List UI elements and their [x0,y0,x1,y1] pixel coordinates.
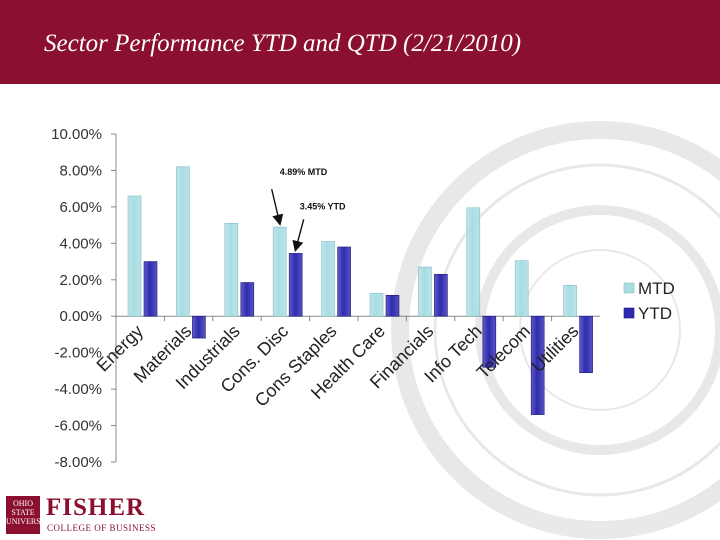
y-tick-label: 2.00% [59,272,102,289]
title-bar: Sector Performance YTD and QTD (2/21/201… [0,0,720,84]
legend-swatch-mtd [623,282,635,294]
bar-mtd-materials [176,166,190,317]
ohio-state-emblem: OHIO STATE UNIVERSITY [6,496,54,534]
fisher-logo: OHIO STATE UNIVERSITY FISHER COLLEGE OF … [6,494,157,536]
logo-subtitle: COLLEGE OF BUSINESS [47,523,157,533]
bar-mtd-info-tech [466,207,481,317]
chart-legend: MTD YTD [623,279,675,323]
bar-ytd-utilities [579,315,593,374]
chart-bars [127,166,593,415]
bar-mtd-energy [127,195,142,317]
bar-ytd-telecom [530,315,545,415]
slide-title: Sector Performance YTD and QTD (2/21/201… [44,30,522,57]
y-tick-label: -8.00% [54,454,102,471]
bar-mtd-telecom [514,260,529,317]
legend-label-mtd: MTD [638,279,675,298]
annotation-label: 3.45% YTD [300,201,346,211]
legend-swatch-ytd [623,307,635,319]
y-tick-label: 8.00% [59,162,102,179]
bar-mtd-financials [418,266,432,317]
y-tick-label: -4.00% [54,381,102,398]
bar-mtd-industrials [224,222,239,317]
y-tick-label: 6.00% [59,199,102,216]
bar-ytd-health-care [385,294,400,317]
y-tick-label: 10.00% [51,126,102,143]
annotation-arrow [271,188,284,226]
y-tick-label: 0.00% [59,308,102,325]
bar-ytd-cons-staples [337,246,351,317]
bar-ytd-financials [434,274,448,317]
bar-mtd-cons-staples [321,241,335,317]
chart-annotations: 4.89% MTD 3.45% YTD [271,167,346,253]
bar-ytd-energy [143,261,158,317]
bar-mtd-utilities [563,284,577,317]
bar-mtd-cons-disc [272,226,287,317]
bar-ytd-cons-disc [288,253,303,317]
y-tick-label: 4.00% [59,235,102,252]
legend-label-ytd: YTD [638,304,672,323]
bar-ytd-info-tech [482,315,497,368]
y-tick-label: -2.00% [54,345,102,362]
bar-ytd-materials [192,315,206,339]
y-tick-labels: 10.00% 8.00% 6.00% 4.00% 2.00% 0.00% -2.00% -4.… [51,126,102,471]
bar-ytd-industrials [240,282,255,317]
bar-mtd-health-care [369,293,384,317]
y-tick-label: -6.00% [54,418,102,435]
annotation-arrow [292,219,305,253]
annotation-label: 4.89% MTD [280,167,328,177]
x-tick-label: Telecom [473,321,535,383]
logo-name: FISHER [46,494,146,521]
